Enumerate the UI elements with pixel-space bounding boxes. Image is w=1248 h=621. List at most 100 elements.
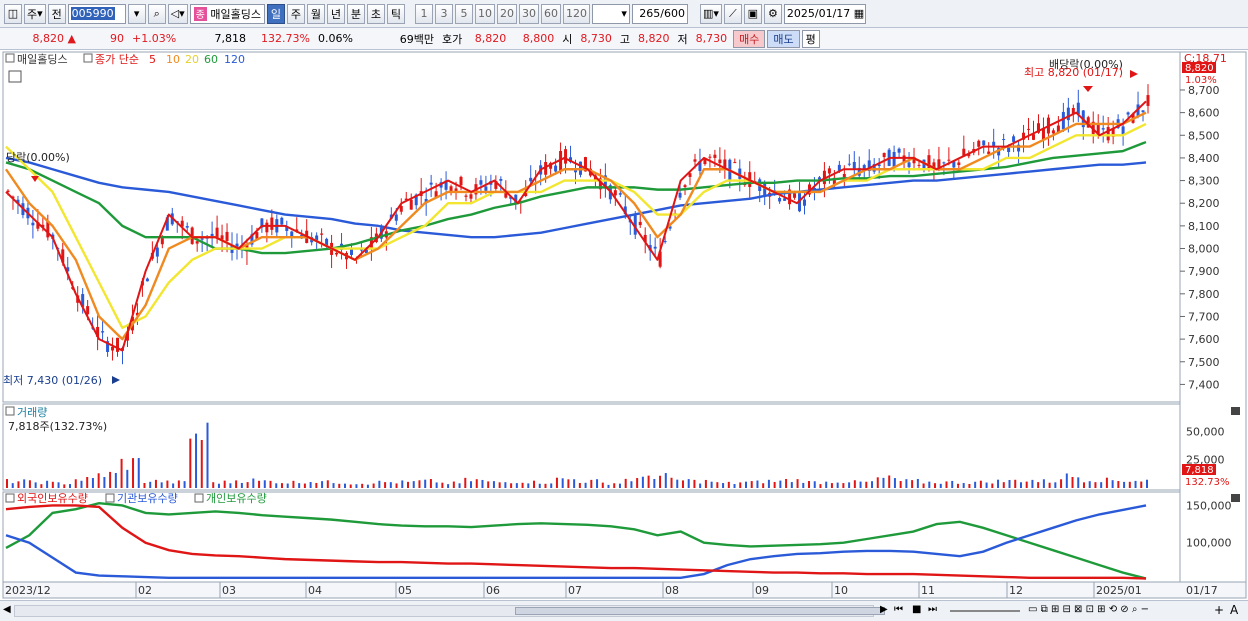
- interval-30-button[interactable]: 30: [518, 3, 539, 24]
- candle-body: [185, 226, 189, 228]
- open-price: 8,730: [580, 32, 612, 45]
- jump-end-icon[interactable]: ⏭: [928, 604, 937, 615]
- candle-body: [653, 246, 657, 249]
- volume-bar: [1042, 479, 1045, 488]
- volume-bar: [1008, 479, 1011, 488]
- volume-bar: [590, 479, 593, 488]
- period-day-button[interactable]: 일: [266, 3, 285, 24]
- volume-bar: [487, 481, 490, 488]
- volume-bar: [1128, 481, 1131, 488]
- save-icon[interactable]: ▣: [743, 3, 762, 24]
- period-month-button[interactable]: 월: [306, 3, 325, 24]
- candle-body: [1056, 125, 1060, 133]
- x-axis-bar: [2, 581, 1247, 599]
- candle-type-icon[interactable]: ▥▾: [699, 3, 722, 24]
- volume-bar: [217, 483, 220, 488]
- period-select[interactable]: 주 ▾: [24, 3, 46, 24]
- volume-bar: [57, 482, 60, 488]
- volume-bar: [848, 482, 851, 488]
- jump-start-icon[interactable]: ⏮: [894, 604, 903, 615]
- volume-bar: [916, 478, 919, 488]
- volume-bar: [1134, 480, 1137, 488]
- volume-bar: [1117, 481, 1120, 488]
- interval-60-button[interactable]: 60: [540, 3, 561, 24]
- gear-icon[interactable]: ⚙: [763, 3, 782, 24]
- interval-5-button[interactable]: 5: [454, 3, 473, 24]
- candle-body: [479, 180, 483, 185]
- candle-body: [1022, 132, 1026, 140]
- count-input[interactable]: 265/600: [631, 3, 688, 24]
- draw-tool-icon[interactable]: ⟋: [723, 3, 742, 24]
- font-size-icon[interactable]: A: [1230, 603, 1239, 617]
- holding-panel-close-icon[interactable]: [1231, 494, 1240, 502]
- candle-body: [320, 233, 324, 235]
- volume-bar: [1105, 477, 1108, 488]
- volume-bar: [1088, 481, 1091, 488]
- zoom-in-icon[interactable]: +: [1214, 603, 1225, 617]
- candle-body: [444, 180, 448, 190]
- bottom-navigation-bar: ◀ ▶ ⏮ ■ ⏭ ▭ ⧉ ⊞ ⊟ ⊠ ⊡ ⊞ ⟲ ⊘ ⌕ − + A: [0, 600, 1248, 621]
- layout-icon[interactable]: ▭ ⧉ ⊞ ⊟ ⊠ ⊡ ⊞ ⟲ ⊘ ⌕ −: [1028, 604, 1150, 615]
- code-dropdown-icon[interactable]: ▾: [127, 3, 146, 24]
- volume-bar: [177, 480, 180, 488]
- candle-body: [210, 233, 214, 238]
- chart-scrollbar[interactable]: [14, 605, 885, 617]
- candle-body: [265, 222, 269, 233]
- period-minute-button[interactable]: 분: [346, 3, 365, 24]
- stock-code-input[interactable]: 005990: [67, 3, 126, 24]
- chart-canvas[interactable]: 7,400 7,500 7,600 7,700 7,800 7,900 8,000 8,100…: [0, 50, 1248, 600]
- custom-interval-select[interactable]: ▾: [591, 3, 630, 24]
- period-second-button[interactable]: 초: [366, 3, 385, 24]
- buy-button[interactable]: 매수: [733, 29, 766, 48]
- candle-body: [190, 227, 194, 244]
- volume-bar: [74, 479, 77, 488]
- candle-body: [1041, 127, 1045, 140]
- quote-strip: 8,820 ▲ 90 +1.03% 7,818 132.73% 0.06% 69…: [0, 28, 1248, 50]
- volume-bar: [23, 479, 26, 488]
- candle-body: [842, 173, 846, 178]
- volume-bar: [704, 479, 707, 488]
- volume-panel-close-icon[interactable]: [1231, 407, 1240, 415]
- window-menu-icon[interactable]: ◫: [4, 3, 22, 24]
- candle-body: [394, 214, 398, 221]
- zoom-slider[interactable]: [950, 610, 1020, 612]
- candle-body: [260, 218, 264, 228]
- candle-body: [723, 159, 727, 170]
- volume-bar: [727, 481, 730, 488]
- interval-3-button[interactable]: 3: [434, 3, 453, 24]
- speaker-icon[interactable]: ◁▾: [167, 3, 188, 24]
- search-icon[interactable]: ⌕: [147, 3, 166, 24]
- volume-bar: [893, 478, 896, 488]
- period-week-button[interactable]: 주: [286, 3, 305, 24]
- period-year-button[interactable]: 년: [326, 3, 345, 24]
- candle-body: [96, 326, 100, 338]
- candle-body: [738, 168, 742, 179]
- volume-tick-label: 25,000: [1186, 454, 1225, 467]
- date-input[interactable]: 2025/01/17 ▦: [783, 3, 866, 24]
- interval-120-button[interactable]: 120: [562, 3, 590, 24]
- candle-body: [1096, 124, 1100, 136]
- volume-bar: [292, 480, 295, 488]
- avg-button[interactable]: 평: [801, 29, 820, 48]
- volume-bar: [240, 482, 243, 488]
- scroll-left-icon[interactable]: ◀: [3, 604, 11, 615]
- volume-bar: [653, 478, 656, 488]
- interval-20-button[interactable]: 20: [496, 3, 517, 24]
- chart-scrollbar-thumb[interactable]: [515, 607, 885, 615]
- interval-10-button[interactable]: 10: [474, 3, 495, 24]
- volume-bar: [464, 477, 467, 488]
- prev-button[interactable]: 전: [47, 3, 66, 24]
- sell-button[interactable]: 매도: [767, 29, 800, 48]
- scroll-right-icon[interactable]: ▶: [880, 604, 888, 615]
- volume-bar: [659, 475, 662, 488]
- volume-bar: [722, 483, 725, 488]
- grid-toggle-icon[interactable]: [8, 70, 22, 83]
- interval-1-button[interactable]: 1: [414, 3, 433, 24]
- candle-body: [872, 164, 876, 172]
- high-label: 고: [619, 32, 630, 46]
- calendar-icon[interactable]: ▦: [853, 7, 865, 20]
- candle-body: [977, 140, 981, 147]
- period-tick-button[interactable]: 틱: [386, 3, 405, 24]
- stop-icon[interactable]: ■: [912, 604, 922, 615]
- chart-toolbar: ◫ 주 ▾ 전 005990 ▾ ⌕ ◁▾ 종 매일홀딩스 일 주 월 년 분 초…: [0, 0, 1248, 28]
